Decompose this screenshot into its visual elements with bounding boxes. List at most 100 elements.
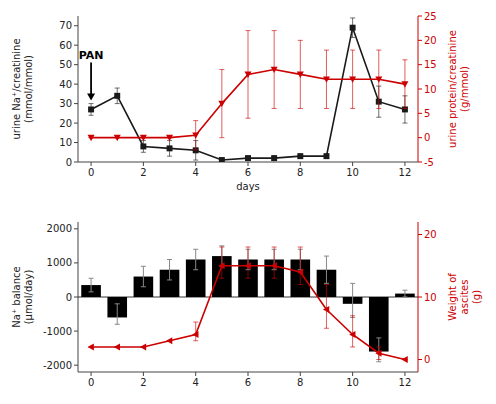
y2-tick xyxy=(418,89,422,90)
marker xyxy=(88,106,94,112)
y-tick-label: 30 xyxy=(59,98,72,109)
chart: 024681012010203040506070-50510152025days… xyxy=(0,0,496,404)
x-axis-label: days xyxy=(236,181,260,192)
x-tick-label: 8 xyxy=(297,167,303,178)
marker xyxy=(350,25,356,31)
error-bar xyxy=(272,247,277,278)
y2-tick xyxy=(418,137,422,138)
x-tick-label: 4 xyxy=(193,377,199,388)
y-tick xyxy=(74,103,78,104)
x-tick-label: 6 xyxy=(245,377,251,388)
error-bar xyxy=(167,141,172,157)
error-bar xyxy=(324,50,329,108)
y-axis-label-line: Na⁺ balance xyxy=(11,266,22,327)
y-tick-label: 70 xyxy=(59,20,72,31)
y2-tick xyxy=(418,113,422,114)
x-tick-label: 2 xyxy=(140,167,146,178)
line xyxy=(91,70,405,138)
y-axis-label: urine Na⁺/creatinine(mmol/mmol) xyxy=(11,38,34,139)
y2-tick-label: 5 xyxy=(424,108,430,119)
marker xyxy=(271,67,278,73)
error-bar xyxy=(246,31,251,119)
error-bar xyxy=(376,338,381,362)
error-bar xyxy=(350,283,355,317)
y2-tick-label: 10 xyxy=(424,292,437,303)
x-tick-label: 0 xyxy=(88,377,94,388)
y-axis-label: Na⁺ balance(μmol/day) xyxy=(11,266,34,327)
x-tick-label: 10 xyxy=(346,167,359,178)
error-bar xyxy=(219,70,224,138)
marker xyxy=(88,135,95,141)
annotation-arrow xyxy=(90,63,92,95)
y-tick xyxy=(74,64,78,65)
x-tick xyxy=(248,162,249,166)
y-tick-label: -2000 xyxy=(43,360,72,371)
marker xyxy=(192,331,198,338)
marker xyxy=(323,76,330,82)
y-tick-label: 10 xyxy=(59,137,72,148)
y2-tick-label: 15 xyxy=(424,59,437,70)
panel: 024681012010203040506070-50510152025days… xyxy=(11,11,470,193)
y2-tick-label: 0 xyxy=(424,132,430,143)
x-tick xyxy=(143,162,144,166)
y2-tick xyxy=(418,64,422,65)
x-tick xyxy=(143,372,144,376)
x-tick-label: 10 xyxy=(346,377,359,388)
x-tick-label: 6 xyxy=(245,167,251,178)
marker xyxy=(323,306,329,313)
annotation: PAN xyxy=(79,49,104,62)
y-tick-label: 1000 xyxy=(47,257,72,268)
marker xyxy=(297,153,303,159)
annotation-arrowhead xyxy=(87,94,95,101)
error-bar xyxy=(298,40,303,108)
error-bar xyxy=(272,31,277,109)
y2-axis-label: urine protein/creatinine(g/mmol) xyxy=(447,30,470,148)
y-tick-label: 0 xyxy=(66,157,72,168)
marker xyxy=(271,155,277,161)
plot-area xyxy=(88,18,409,162)
y-tick-label: 20 xyxy=(59,118,72,129)
error-bar xyxy=(376,347,381,360)
marker xyxy=(375,76,382,82)
y-tick-label: 50 xyxy=(59,59,72,70)
x-tick xyxy=(404,162,405,166)
y-axis-label-line: (μmol/day) xyxy=(23,270,34,325)
y-tick-label: -1000 xyxy=(43,326,72,337)
marker xyxy=(140,135,147,141)
marker xyxy=(114,344,120,351)
error-bar xyxy=(167,260,172,280)
x-tick xyxy=(352,372,353,376)
marker xyxy=(166,135,173,141)
error-bar xyxy=(89,104,94,116)
marker xyxy=(218,262,224,269)
y-tick xyxy=(74,297,78,298)
error-bar xyxy=(219,247,224,278)
y-axis-line xyxy=(78,16,79,162)
y2-axis-label-line: (g/mmol) xyxy=(459,66,470,112)
x-tick xyxy=(300,372,301,376)
y2-tick xyxy=(418,162,422,163)
plot-area xyxy=(78,246,418,363)
y2-axis-label-line: ascites xyxy=(459,280,470,315)
y-tick xyxy=(74,142,78,143)
marker xyxy=(297,269,303,276)
y-tick xyxy=(74,84,78,85)
y2-tick xyxy=(418,234,422,235)
x-tick-label: 8 xyxy=(297,377,303,388)
y-tick xyxy=(74,331,78,332)
y2-tick-label: 10 xyxy=(424,84,437,95)
y-tick xyxy=(74,123,78,124)
x-tick xyxy=(300,162,301,166)
marker xyxy=(114,93,120,99)
y-axis-label-line: urine Na⁺/creatinine xyxy=(11,38,22,139)
y2-tick-label: 20 xyxy=(424,229,437,240)
marker xyxy=(375,350,381,357)
x-tick-label: 2 xyxy=(140,377,146,388)
y2-tick-label: 0 xyxy=(424,354,430,365)
marker xyxy=(245,262,251,269)
error-bar xyxy=(376,50,381,108)
marker xyxy=(401,356,407,363)
y-tick-label: 40 xyxy=(59,79,72,90)
marker xyxy=(166,337,172,344)
y-tick xyxy=(74,45,78,46)
